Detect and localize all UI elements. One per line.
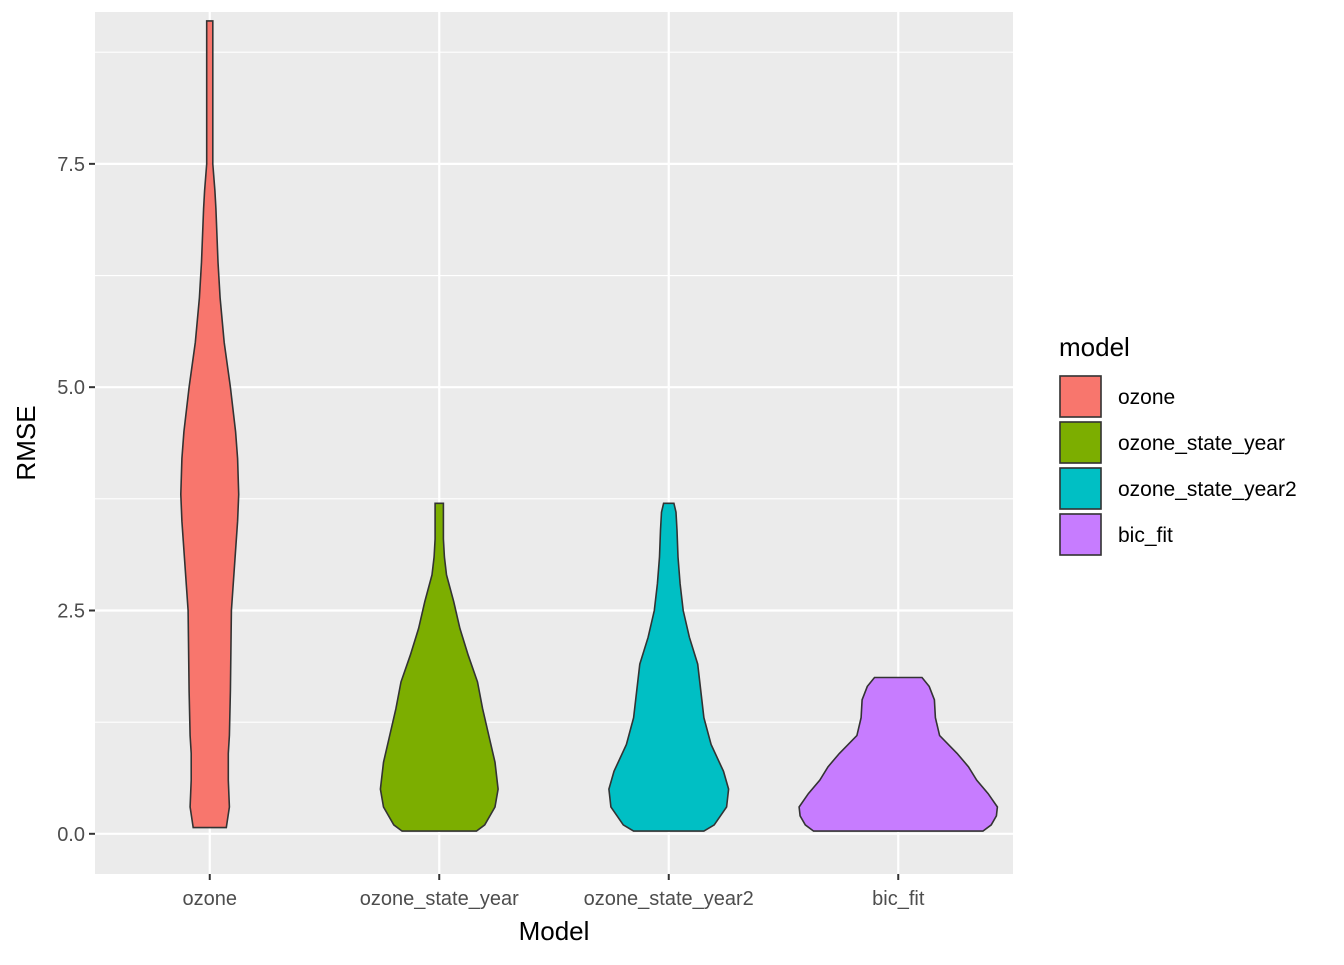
violin-ozone_state_year2 bbox=[608, 502, 730, 832]
violin-ozone_state_year bbox=[379, 502, 499, 832]
legend-label: ozone_state_year2 bbox=[1118, 478, 1297, 501]
legend-swatch bbox=[1059, 421, 1102, 464]
y-tick-label: 7.5 bbox=[57, 154, 85, 176]
y-tick-label: 2.5 bbox=[57, 600, 85, 622]
legend-title: model bbox=[1059, 332, 1130, 362]
legend-swatch bbox=[1059, 467, 1102, 510]
x-tick-label: ozone_state_year bbox=[360, 888, 519, 910]
x-tick-label: ozone bbox=[183, 888, 238, 910]
violin-ozone bbox=[179, 20, 240, 829]
legend-label: ozone bbox=[1118, 386, 1175, 409]
legend-swatch bbox=[1059, 375, 1102, 418]
legend-items: ozone ozone_state_year ozone_state_year2bi… bbox=[1059, 375, 1297, 556]
legend-label: bic_fit bbox=[1118, 524, 1173, 547]
violins bbox=[179, 20, 999, 832]
axes: 0.0 2.5 5.0 7.5 ozone ozone_state_year ozone_s… bbox=[57, 154, 925, 910]
y-tick-label: 5.0 bbox=[57, 377, 85, 399]
legend-swatch bbox=[1059, 513, 1102, 556]
legend-label: ozone_state_year bbox=[1118, 432, 1285, 455]
violin-bic_fit bbox=[798, 676, 999, 832]
legend: model ozone ozone_state_year ozone_state_y… bbox=[1059, 332, 1297, 556]
y-axis-title: RMSE bbox=[11, 405, 41, 480]
y-tick-label: 0.0 bbox=[57, 824, 85, 846]
x-axis-title: Model bbox=[519, 916, 590, 946]
x-tick-label: bic_fit bbox=[872, 888, 925, 910]
x-tick-label: ozone_state_year2 bbox=[584, 888, 754, 910]
